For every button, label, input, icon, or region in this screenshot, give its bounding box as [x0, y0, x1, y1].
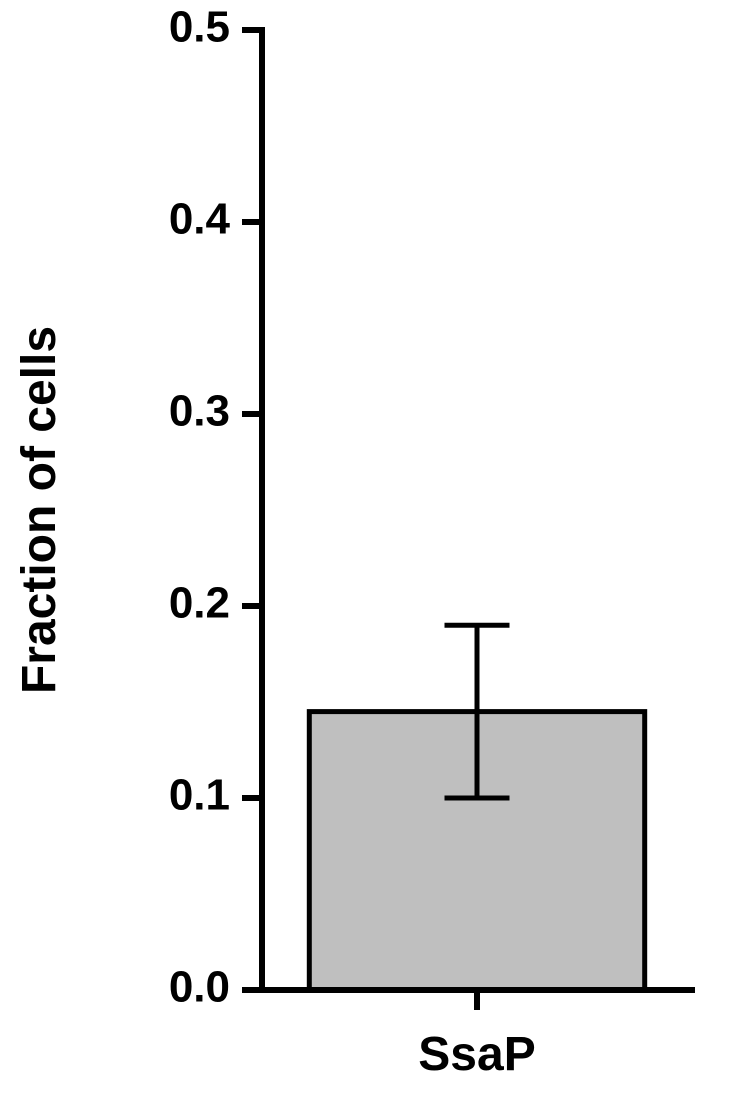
- y-tick-label: 0.0: [169, 963, 230, 1012]
- y-tick-label: 0.4: [169, 195, 231, 244]
- y-tick-label: 0.3: [169, 387, 230, 436]
- y-axis-title: Fraction of cells: [13, 326, 66, 694]
- y-tick-label: 0.2: [169, 579, 230, 628]
- y-tick-label: 0.1: [169, 771, 230, 820]
- chart-svg: SsaP 0.0 0.1 0.2 0.3 0.4 0.5 Fraction of cells: [0, 0, 734, 1120]
- bar-chart: SsaP 0.0 0.1 0.2 0.3 0.4 0.5 Fraction of cells: [0, 0, 734, 1120]
- y-tick-label: 0.5: [169, 3, 230, 52]
- x-category-label: SsaP: [418, 1028, 535, 1081]
